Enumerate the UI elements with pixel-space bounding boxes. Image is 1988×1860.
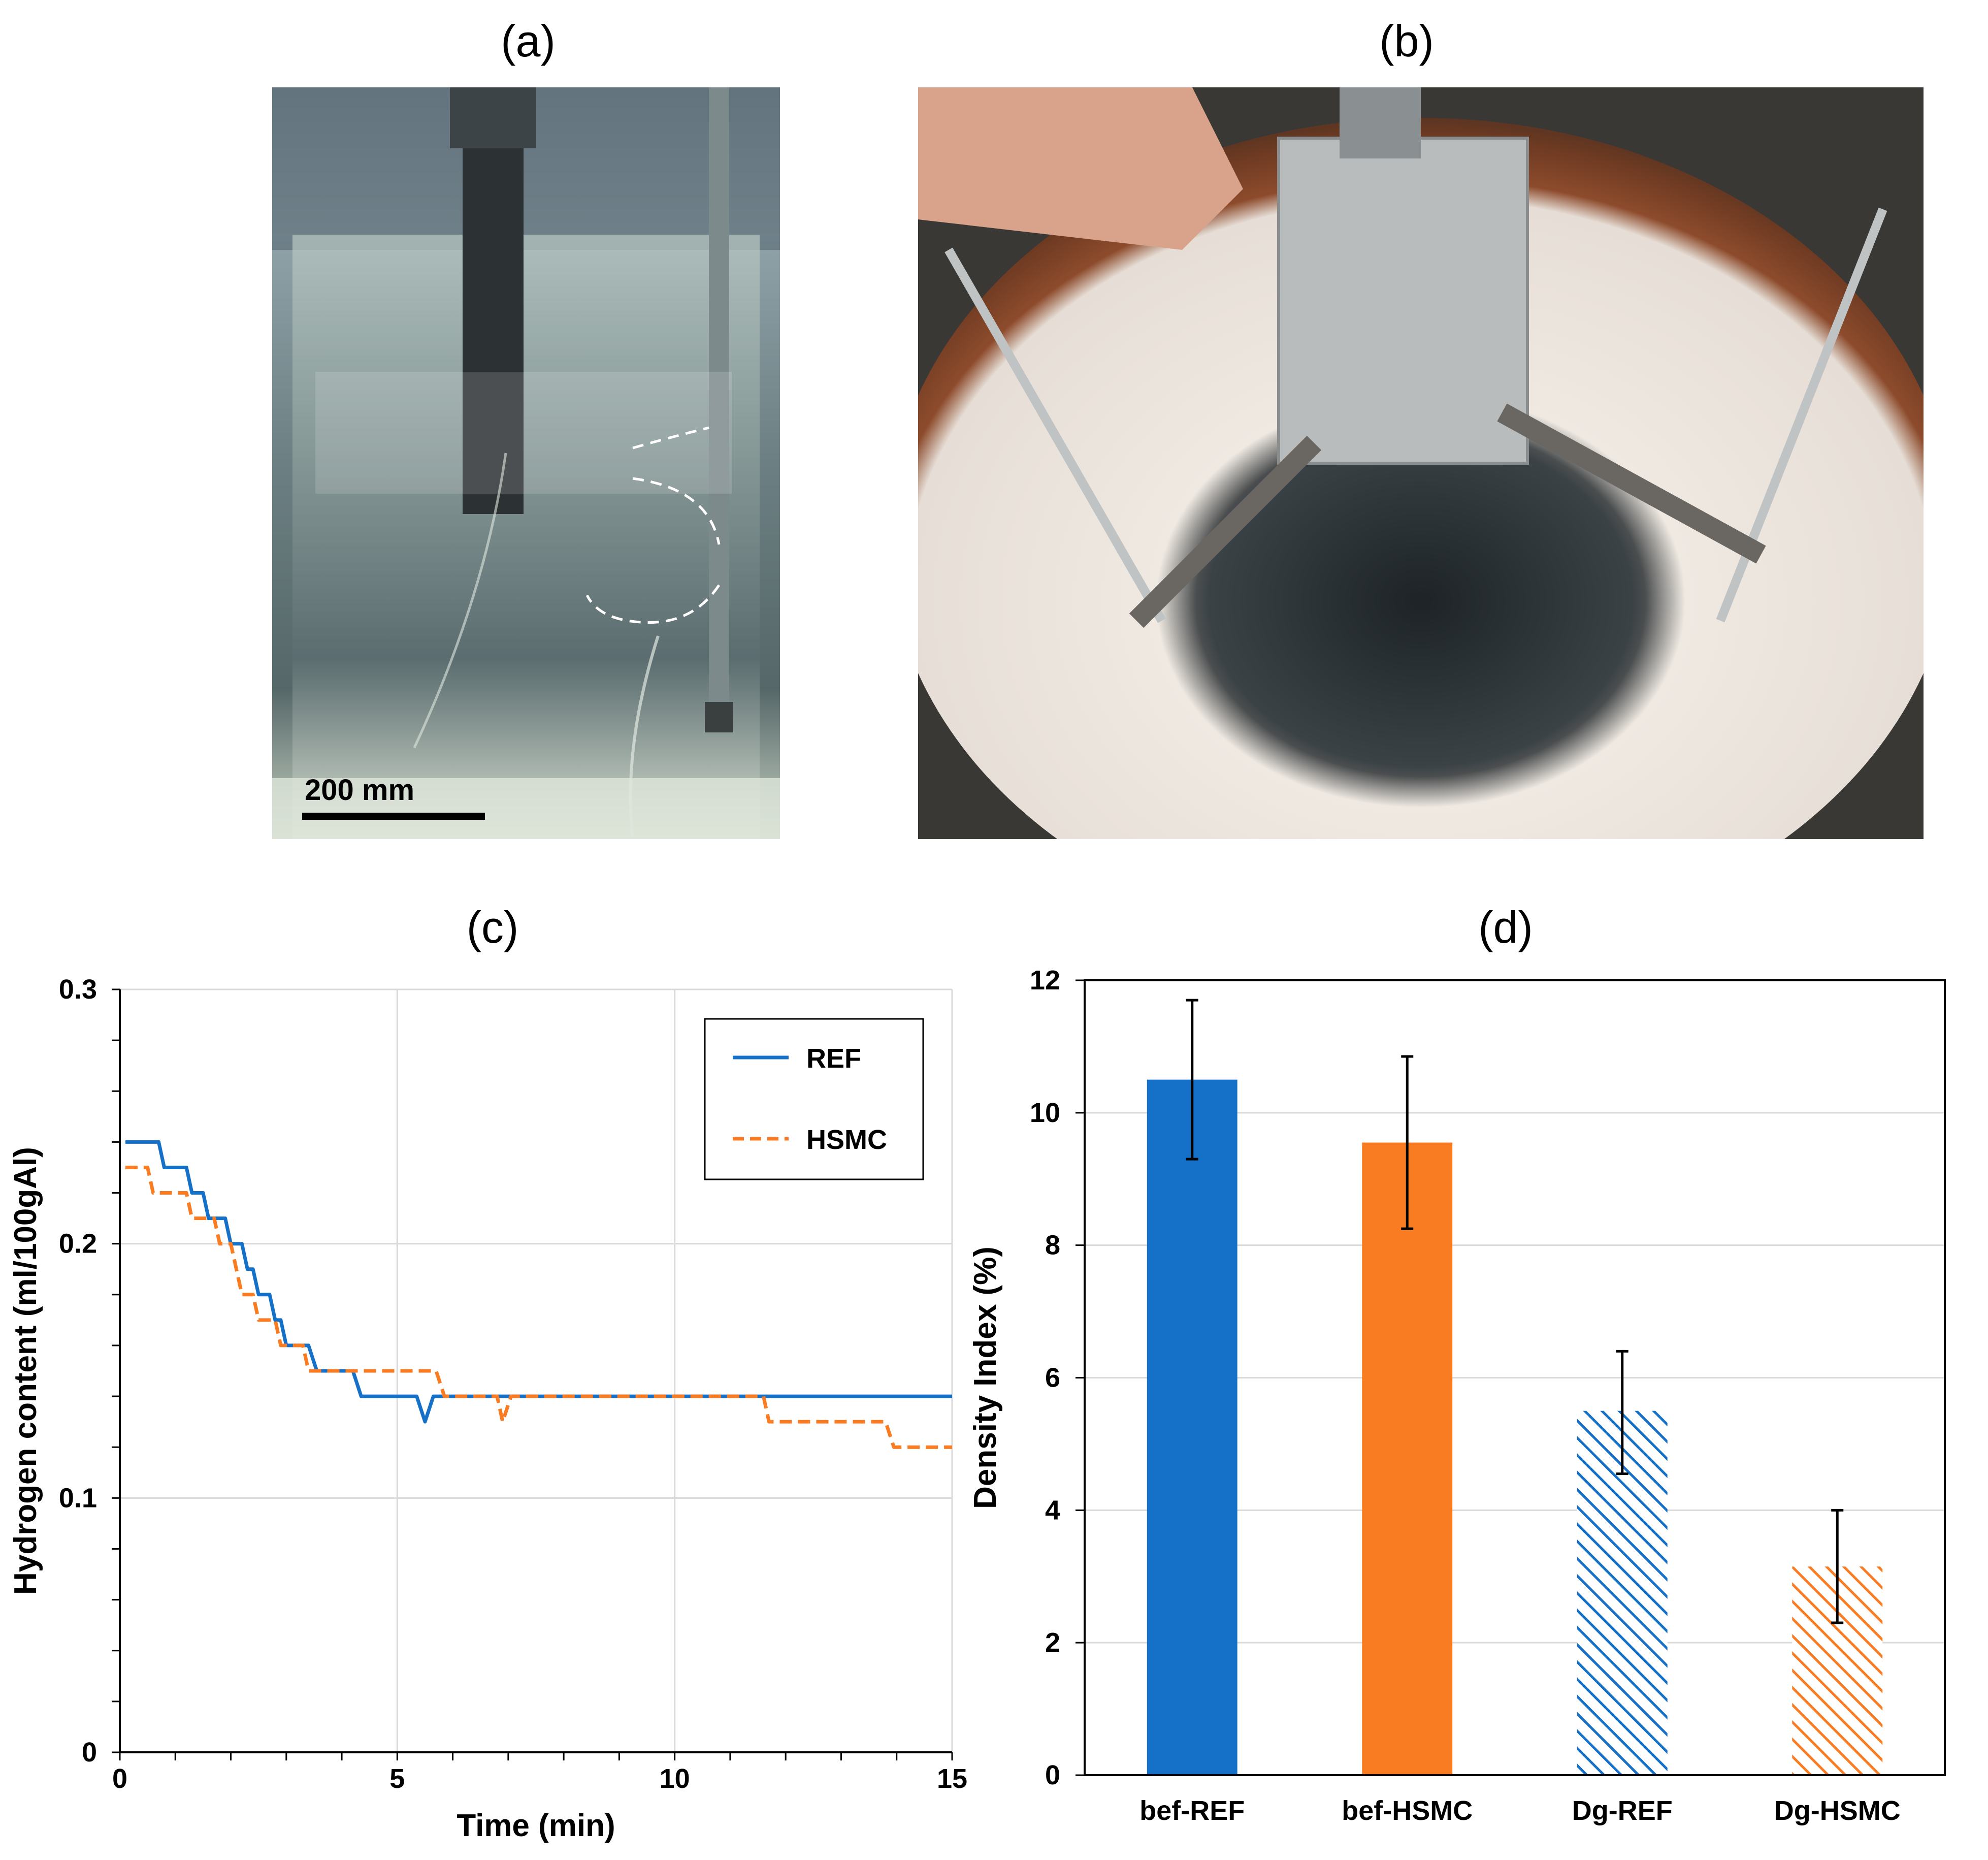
y-tick-label: 0.3 <box>59 974 97 1005</box>
y-tick-label: 8 <box>1045 1230 1060 1261</box>
plot-frame <box>1084 979 1946 1776</box>
bar-chart-bars <box>1147 1079 1883 1775</box>
bar-chart-axes <box>1076 979 1946 1776</box>
x-tick-label: 10 <box>660 1763 690 1794</box>
bar-chart-tick-labels: 0 2 4 6 8 10 12 bef-REF bef-HSMC Dg-REF Dg-HSMC <box>1030 965 1901 1826</box>
line-chart-axes <box>112 988 953 1760</box>
category-label: bef-REF <box>1139 1795 1245 1826</box>
legend-hsmc-label: HSMC <box>806 1125 887 1155</box>
bar-bef-ref <box>1147 1079 1237 1775</box>
y-tick-label: 12 <box>1030 965 1060 996</box>
scale-bar: 200 mm <box>302 774 485 820</box>
y-tick-label: 2 <box>1045 1627 1060 1658</box>
y-tick-label: 0 <box>1045 1760 1060 1790</box>
line-chart-gridlines <box>120 988 953 1752</box>
hydrogen-line-chart: 0 5 10 15 0 0.1 0.2 0.3 Time (min) Hydrogen con… <box>8 974 967 1843</box>
line-chart-y-axis-title: Hydrogen content (ml/100gAl) <box>8 1147 43 1595</box>
panel-a-label: (a) <box>501 16 556 66</box>
line-chart-legend: REF HSMC <box>704 1018 924 1180</box>
bar-chart-y-axis-title: Density Index (%) <box>968 1246 1003 1509</box>
bar-bef-hsmc <box>1362 1142 1453 1775</box>
category-label: Dg-HSMC <box>1774 1795 1901 1826</box>
legend-box <box>704 1018 924 1180</box>
y-tick-label: 6 <box>1045 1363 1060 1393</box>
y-tick-label: 4 <box>1045 1495 1060 1525</box>
density-index-bar-chart: 0 2 4 6 8 10 12 bef-REF bef-HSMC Dg-REF Dg-HSMC De… <box>968 965 1946 1826</box>
line-chart-tick-labels: 0 5 10 15 0 0.1 0.2 0.3 <box>59 974 967 1794</box>
y-tick-label: 10 <box>1030 1098 1060 1128</box>
panel-b-label: (b) <box>1379 16 1434 66</box>
x-tick-label: 0 <box>112 1763 127 1794</box>
series-hsmc-line <box>125 1166 952 1449</box>
water-model-photo <box>272 87 780 839</box>
y-tick-label: 0.1 <box>59 1483 97 1513</box>
scale-bar-label: 200 mm <box>305 774 414 807</box>
y-tick-label: 0 <box>82 1737 97 1768</box>
line-chart-x-axis-title: Time (min) <box>457 1808 615 1843</box>
x-tick-label: 15 <box>937 1763 967 1794</box>
panel-c-label: (c) <box>466 902 519 952</box>
degassing-rig-photo <box>918 87 1924 839</box>
series-ref-line <box>125 1140 952 1424</box>
x-tick-label: 5 <box>389 1763 405 1794</box>
y-tick-label: 0.2 <box>59 1229 97 1259</box>
category-label: Dg-REF <box>1572 1795 1673 1826</box>
line-chart-series <box>125 1140 952 1449</box>
panel-d-label: (d) <box>1478 902 1533 952</box>
legend-ref-label: REF <box>806 1043 861 1074</box>
category-label: bef-HSMC <box>1342 1795 1473 1826</box>
bar-chart-error-bars <box>1186 999 1844 1624</box>
